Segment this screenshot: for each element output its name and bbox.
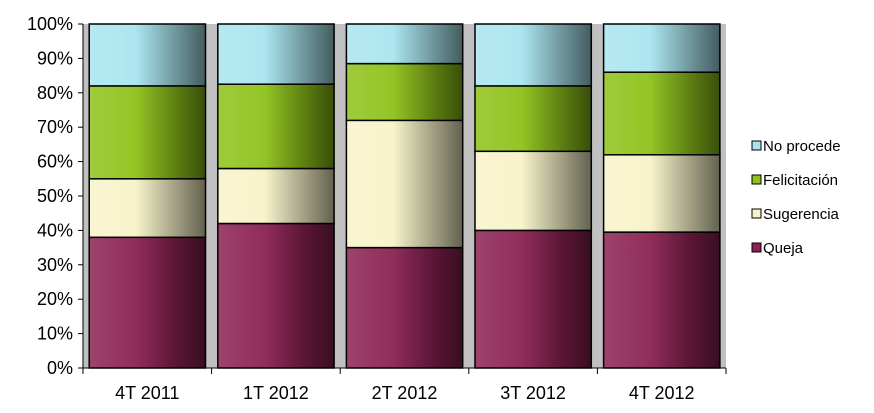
- legend-swatch-felicitaci-n: [751, 174, 762, 185]
- bar-segment-felicitaci-n-1t-2012: [217, 83, 335, 170]
- bar-segment-felicitaci-n-2t-2012: [345, 62, 464, 122]
- bar-segment-felicitaci-n-3t-2012: [474, 85, 593, 153]
- bar-segment-sugerencia-2t-2012: [345, 119, 464, 249]
- legend-label-no-procede: No procede: [763, 138, 841, 155]
- y-tick-label: 70%: [37, 117, 73, 137]
- bar-segment-queja-4t-2011: [88, 236, 207, 369]
- bar-segment-sugerencia-3t-2012: [474, 150, 593, 232]
- bar-segment-felicitaci-n-4t-2012: [602, 71, 721, 156]
- bar-segment-no-procede-1t-2012: [217, 23, 335, 85]
- legend-label-sugerencia: Sugerencia: [763, 206, 840, 223]
- legend-swatch-sugerencia: [751, 208, 762, 219]
- y-tick-label: 90%: [37, 48, 73, 68]
- legend-label-queja: Queja: [763, 240, 804, 257]
- bar-segment-no-procede-4t-2011: [88, 23, 207, 87]
- legend-swatch-queja: [751, 242, 762, 253]
- bar-segment-felicitaci-n-4t-2011: [88, 85, 207, 180]
- bar-segment-no-procede-4t-2012: [602, 23, 721, 73]
- y-tick-label: 30%: [37, 255, 73, 275]
- y-tick-label: 60%: [37, 152, 73, 172]
- x-tick-label: 3T 2012: [500, 383, 566, 403]
- y-tick-label: 50%: [37, 186, 73, 206]
- bar-segment-no-procede-3t-2012: [474, 23, 593, 87]
- y-tick-label: 100%: [27, 14, 73, 34]
- bar-segment-queja-4t-2012: [602, 231, 721, 369]
- y-tick-label: 40%: [37, 220, 73, 240]
- bar-segment-queja-3t-2012: [474, 229, 593, 369]
- x-tick-label: 1T 2012: [243, 383, 309, 403]
- y-tick-label: 20%: [37, 289, 73, 309]
- y-tick-label: 10%: [37, 324, 73, 344]
- bar-segment-sugerencia-4t-2011: [88, 178, 207, 239]
- legend-label-felicitaci-n: Felicitación: [763, 172, 838, 189]
- bar-segment-sugerencia-4t-2012: [602, 153, 721, 233]
- x-tick-label: 2T 2012: [372, 383, 438, 403]
- bar-segment-sugerencia-1t-2012: [217, 167, 335, 225]
- legend-swatch-no-procede: [751, 140, 762, 151]
- x-tick-label: 4T 2012: [629, 383, 695, 403]
- bar-segment-queja-2t-2012: [345, 246, 464, 369]
- y-tick-label: 0%: [47, 358, 73, 378]
- bar-segment-queja-1t-2012: [217, 222, 335, 369]
- bar-segment-no-procede-2t-2012: [345, 23, 464, 65]
- x-tick-label: 4T 2011: [115, 383, 179, 403]
- y-tick-label: 80%: [37, 83, 73, 103]
